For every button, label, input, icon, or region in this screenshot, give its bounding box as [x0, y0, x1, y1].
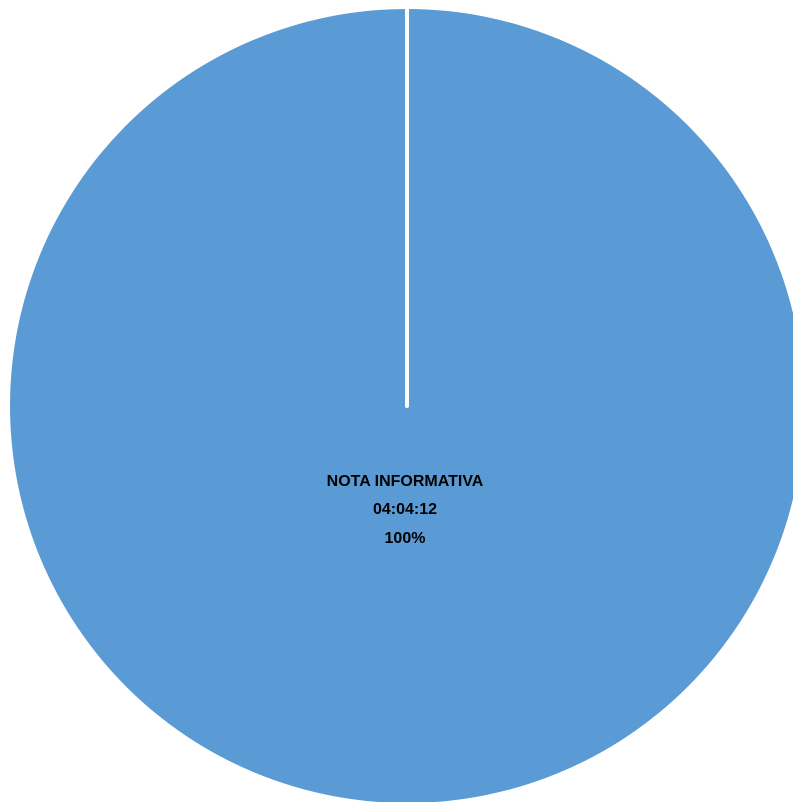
data-label-percent: 100% [385, 530, 426, 547]
pie-slice-nota-informativa [10, 9, 793, 802]
data-label-group: NOTA INFORMATIVA 04:04:12 100% [327, 473, 484, 547]
data-label-value: 04:04:12 [373, 501, 437, 518]
data-label-category: NOTA INFORMATIVA [327, 473, 484, 490]
